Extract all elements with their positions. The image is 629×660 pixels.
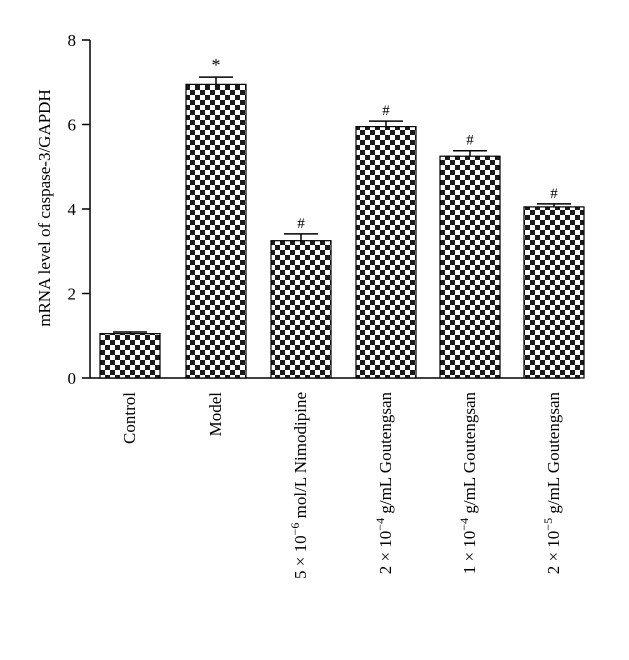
x-tick-label-exponent: −5 [541, 518, 555, 531]
x-tick-label-unit: g/mL Goutengsan [544, 392, 563, 518]
x-tick-label-unit: g/mL Goutengsan [376, 392, 395, 518]
x-tick-label-exponent: −4 [457, 518, 471, 531]
bars-group: * # # # # [99, 55, 585, 379]
svg-text:2 × 10−5 g/mL Goutengsan: 2 × 10−5 g/mL Goutengsan [541, 392, 563, 575]
x-tick-label-unit: g/mL Goutengsan [460, 392, 479, 518]
x-tick-label-exponent: −4 [373, 518, 387, 531]
bar [185, 83, 247, 379]
bar [99, 333, 161, 379]
svg-text:5 × 10−6 mol/L Nimodipine: 5 × 10−6 mol/L Nimodipine [288, 392, 310, 579]
x-tick-label: Model [206, 392, 225, 437]
x-tick-label-main: 5 × 10 [291, 535, 310, 579]
y-tick-label: 0 [68, 369, 77, 388]
bar [523, 206, 585, 379]
significance-marker: # [550, 186, 558, 202]
y-axis-ticks: 0 2 4 6 8 [68, 31, 90, 388]
y-tick-label: 8 [68, 31, 77, 50]
x-axis-tick-labels: Control Model 5 × 10−6 mol/L Nimodipine 2 ×… [120, 392, 563, 580]
significance-marker: * [212, 55, 221, 75]
x-tick-label-exponent: −6 [288, 523, 302, 536]
x-tick-label: Control [120, 392, 139, 444]
x-tick-label: 5 × 10−6 mol/L Nimodipine [288, 392, 310, 579]
svg-text:1 × 10−4 g/mL Goutengsan: 1 × 10−4 g/mL Goutengsan [457, 392, 479, 575]
x-tick-label-main: Model [206, 392, 225, 437]
y-tick-label: 2 [68, 285, 77, 304]
x-tick-label-main: 1 × 10 [460, 531, 479, 575]
significance-marker: # [466, 133, 474, 149]
x-tick-label-unit: mol/L Nimodipine [291, 392, 310, 523]
x-tick-label: 2 × 10−5 g/mL Goutengsan [541, 392, 563, 575]
bar [439, 155, 501, 379]
x-tick-label: 2 × 10−4 g/mL Goutengsan [373, 392, 395, 575]
x-tick-label-main: Control [120, 392, 139, 444]
y-tick-label: 6 [68, 116, 77, 135]
bar [270, 240, 332, 379]
x-tick-label-main: 2 × 10 [376, 531, 395, 575]
x-tick-label: 1 × 10−4 g/mL Goutengsan [457, 392, 479, 575]
significance-marker: # [382, 103, 390, 119]
x-tick-label-main: 2 × 10 [544, 531, 563, 575]
significance-marker: # [297, 216, 305, 232]
bar [355, 126, 417, 379]
y-tick-label: 4 [68, 200, 77, 219]
svg-text:Model: Model [206, 392, 225, 437]
svg-text:Control: Control [120, 392, 139, 444]
svg-text:2 × 10−4 g/mL Goutengsan: 2 × 10−4 g/mL Goutengsan [373, 392, 395, 575]
y-axis-label: mRNA level of caspase-3/GAPDH [35, 89, 54, 327]
